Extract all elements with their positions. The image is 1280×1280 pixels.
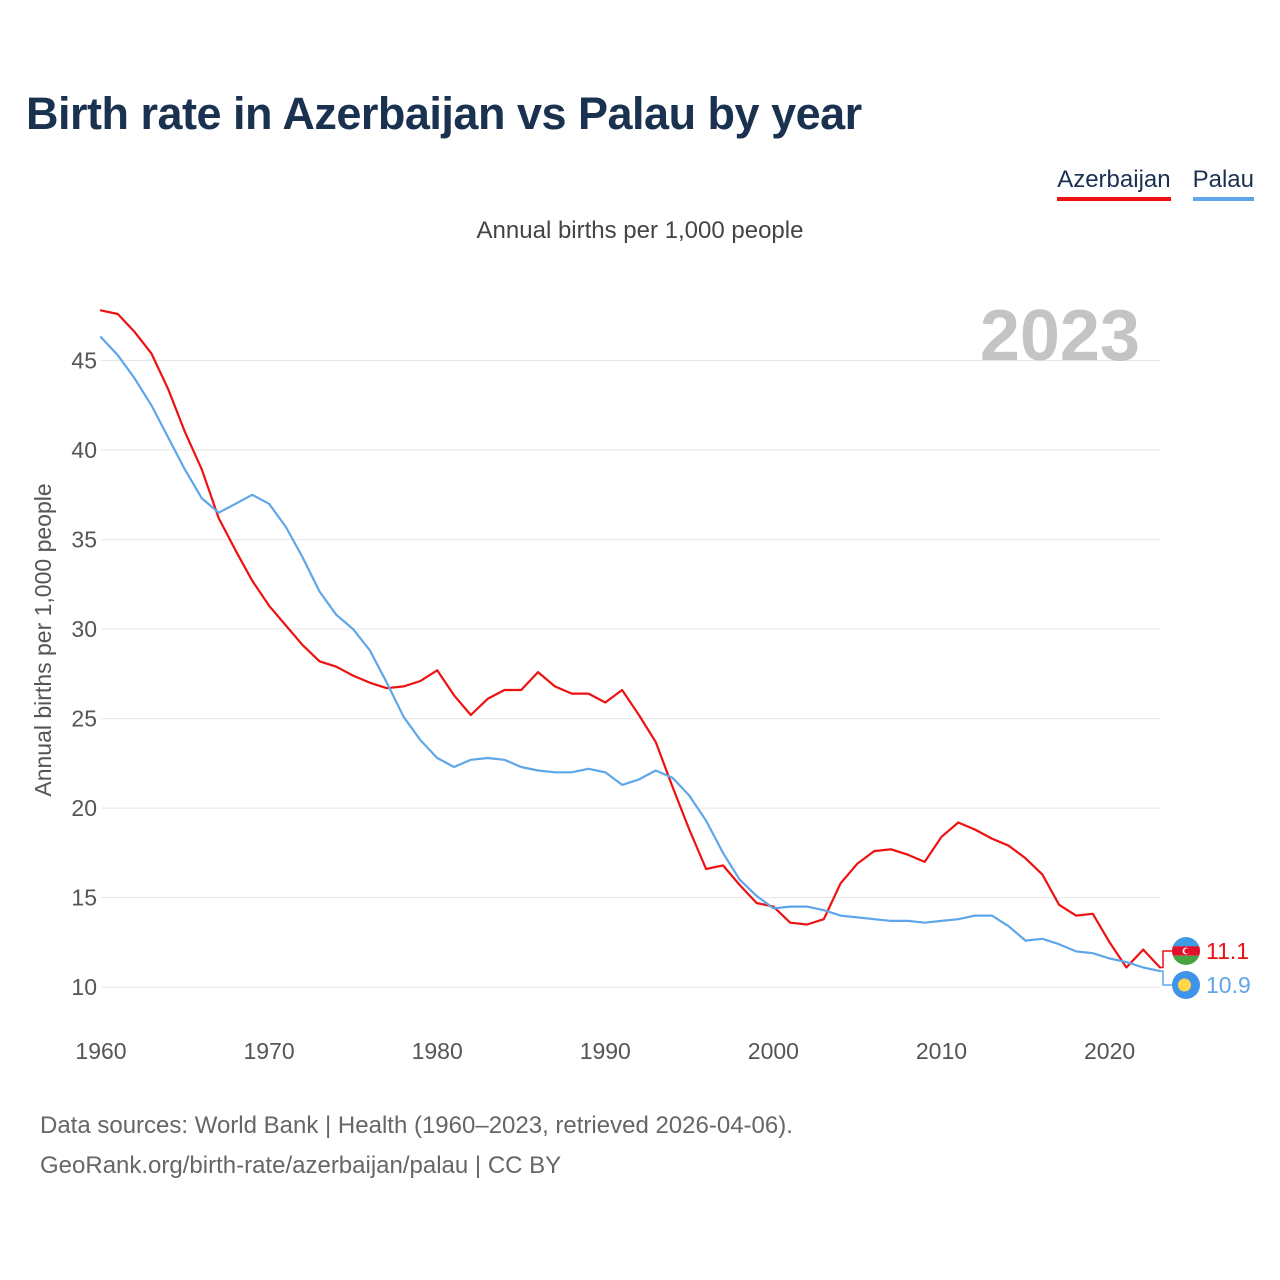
legend-item-palau[interactable]: Palau [1192,166,1254,201]
y-tick-label: 30 [71,616,97,642]
x-tick-label: 2000 [748,1038,799,1064]
legend-item-azerbaijan[interactable]: Azerbaijan [1057,166,1171,201]
y-tick-label: 20 [71,795,97,821]
flag-badge-azerbaijan [1172,937,1200,965]
legend: Azerbaijan Palau [1057,166,1254,201]
y-tick-label: 15 [71,885,97,911]
chart-title: Birth rate in Azerbaijan vs Palau by yea… [26,88,862,139]
end-connector [1160,950,1172,969]
series-lines [99,309,1162,973]
end-value-label: 11.1 [1206,938,1249,964]
x-tick-label: 1980 [412,1038,463,1064]
x-tick-label: 1970 [244,1038,295,1064]
series-line-azerbaijan[interactable] [99,309,1162,969]
end-connector [1160,970,1172,986]
y-tick-label: 45 [71,348,97,374]
end-markers: 11.1 10.9 [1160,937,1251,999]
x-tick-label: 2020 [1084,1038,1135,1064]
x-axis-ticks: 1960 1970 1980 1990 2000 2010 2020 [75,1038,1135,1064]
x-tick-label: 2010 [916,1038,967,1064]
x-tick-label: 1960 [75,1038,126,1064]
source-line-1: Data sources: World Bank | Health (1960–… [40,1112,793,1139]
chart-subtitle: Annual births per 1,000 people [476,217,804,244]
year-watermark: 2023 [980,296,1140,376]
y-tick-label: 35 [71,527,97,553]
source-line-2[interactable]: GeoRank.org/birth-rate/azerbaijan/palau … [40,1152,562,1179]
y-tick-label: 10 [71,974,97,1000]
y-axis-ticks: 10 15 20 25 30 35 40 45 [71,348,97,1001]
y-tick-label: 40 [71,437,97,463]
end-value-label: 10.9 [1206,972,1251,998]
series-line-palau[interactable] [99,336,1162,973]
x-tick-label: 1990 [580,1038,631,1064]
source-note: Data sources: World Bank | Health (1960–… [40,1106,793,1186]
y-tick-label: 25 [71,706,97,732]
grid-lines [101,360,1160,988]
flag-badge-palau [1172,971,1200,999]
y-axis-label: Annual births per 1,000 people [30,483,56,796]
